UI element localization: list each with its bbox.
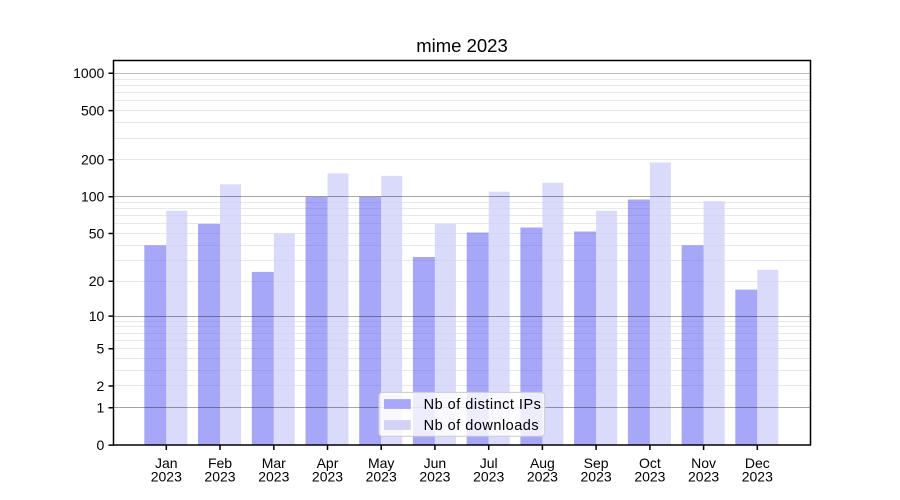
svg-text:Sep: Sep	[584, 455, 609, 471]
svg-text:1000: 1000	[73, 65, 104, 81]
svg-text:Oct: Oct	[639, 455, 661, 471]
svg-text:2023: 2023	[634, 469, 665, 485]
svg-text:Nb of distinct IPs: Nb of distinct IPs	[424, 397, 542, 413]
svg-text:Nb of downloads: Nb of downloads	[424, 418, 540, 434]
svg-text:1: 1	[97, 400, 105, 416]
svg-text:Nov: Nov	[691, 455, 716, 471]
svg-text:Jul: Jul	[480, 455, 498, 471]
svg-text:2023: 2023	[258, 469, 289, 485]
svg-text:Jan: Jan	[155, 455, 178, 471]
svg-text:2023: 2023	[742, 469, 773, 485]
svg-text:Apr: Apr	[317, 455, 339, 471]
svg-text:mime 2023: mime 2023	[416, 35, 508, 56]
svg-text:2023: 2023	[688, 469, 719, 485]
svg-text:200: 200	[81, 152, 105, 168]
svg-text:5: 5	[97, 341, 105, 357]
svg-text:10: 10	[89, 308, 105, 324]
svg-text:20: 20	[89, 273, 105, 289]
svg-text:2023: 2023	[204, 469, 235, 485]
svg-text:Dec: Dec	[745, 455, 770, 471]
svg-text:100: 100	[81, 189, 105, 205]
svg-text:500: 500	[81, 102, 105, 118]
svg-text:2023: 2023	[151, 469, 182, 485]
svg-text:2023: 2023	[473, 469, 504, 485]
svg-text:Mar: Mar	[262, 455, 286, 471]
svg-text:2023: 2023	[366, 469, 397, 485]
svg-text:2023: 2023	[581, 469, 612, 485]
svg-text:2023: 2023	[312, 469, 343, 485]
svg-text:2023: 2023	[527, 469, 558, 485]
svg-text:Aug: Aug	[530, 455, 555, 471]
svg-text:2023: 2023	[419, 469, 450, 485]
svg-text:50: 50	[89, 225, 105, 241]
svg-text:0: 0	[97, 437, 105, 453]
svg-text:Feb: Feb	[208, 455, 232, 471]
svg-text:2: 2	[97, 378, 105, 394]
svg-text:May: May	[368, 455, 394, 471]
svg-text:Jun: Jun	[424, 455, 447, 471]
